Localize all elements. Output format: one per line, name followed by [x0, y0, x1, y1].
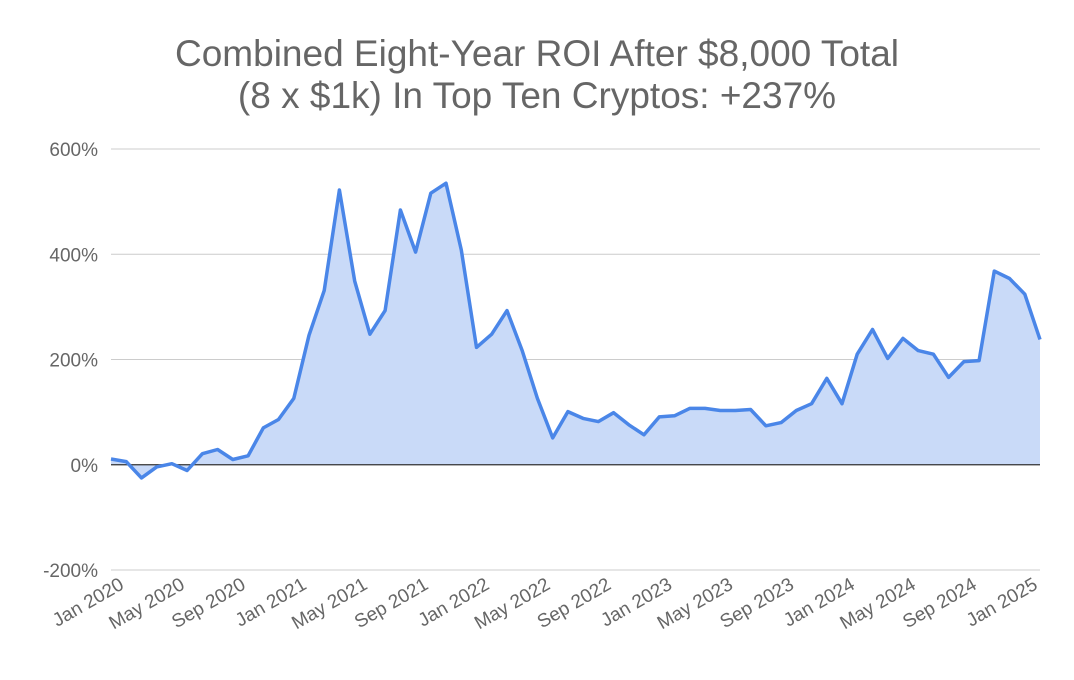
chart-title: Combined Eight-Year ROI After $8,000 Tot… [175, 33, 899, 74]
chart-title: (8 x $1k) In Top Ten Cryptos: +237% [238, 75, 836, 116]
y-tick-label: -200% [43, 561, 98, 582]
y-tick-label: 0% [71, 456, 99, 477]
area-fill [111, 183, 1040, 478]
line [110, 181, 1042, 480]
y-tick-label: 200% [49, 351, 98, 372]
y-tick-label: 400% [49, 245, 98, 266]
y-tick-label: 600% [49, 140, 98, 161]
